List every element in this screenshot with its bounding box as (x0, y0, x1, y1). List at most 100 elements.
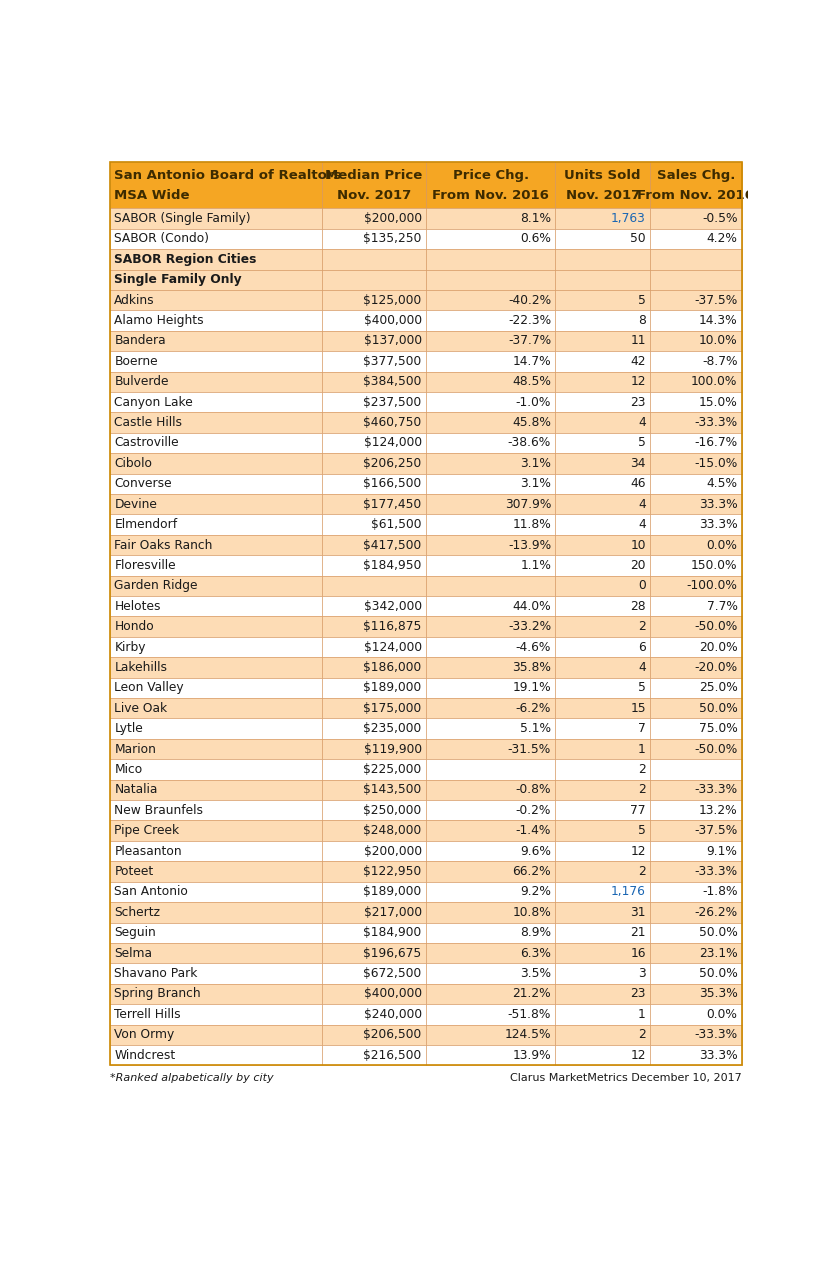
Text: -38.6%: -38.6% (508, 436, 551, 449)
Text: $240,000: $240,000 (363, 1008, 421, 1021)
Bar (555, 1004, 650, 1024)
Text: SABOR (Single Family): SABOR (Single Family) (115, 212, 251, 225)
Text: Units Sold: Units Sold (564, 170, 641, 183)
Text: 23.1%: 23.1% (699, 947, 737, 960)
Text: Lakehills: Lakehills (115, 662, 167, 674)
Text: Von Ormy: Von Ormy (115, 1028, 175, 1041)
Text: -31.5%: -31.5% (508, 743, 551, 755)
Bar (426, 759, 555, 780)
Bar (322, 162, 426, 208)
Bar (555, 637, 650, 658)
Bar (110, 372, 322, 393)
Bar (555, 269, 650, 290)
Bar (110, 780, 322, 801)
Text: 9.1%: 9.1% (706, 844, 737, 857)
Bar (110, 494, 322, 515)
Text: $225,000: $225,000 (363, 763, 421, 776)
Text: -26.2%: -26.2% (695, 906, 737, 919)
Text: 5: 5 (638, 824, 646, 837)
Bar (322, 1045, 426, 1066)
Text: 13.9%: 13.9% (513, 1049, 551, 1062)
Text: 46: 46 (631, 477, 646, 490)
Bar (555, 555, 650, 575)
Bar (650, 840, 742, 861)
Bar (555, 474, 650, 494)
Bar (322, 290, 426, 310)
Text: 2: 2 (638, 784, 646, 797)
Bar (110, 331, 322, 351)
Text: 3.1%: 3.1% (520, 457, 551, 470)
Bar (426, 637, 555, 658)
Text: New Braunfels: New Braunfels (115, 804, 204, 817)
Bar (322, 698, 426, 718)
Text: $184,950: $184,950 (363, 559, 421, 571)
Bar (650, 535, 742, 555)
Text: 21: 21 (631, 927, 646, 940)
Text: -1.8%: -1.8% (702, 885, 737, 898)
Bar (110, 983, 322, 1004)
Bar (110, 393, 322, 412)
Bar (426, 923, 555, 943)
Text: 77: 77 (631, 804, 646, 817)
Text: -33.3%: -33.3% (695, 865, 737, 878)
Text: 34: 34 (631, 457, 646, 470)
Text: Bandera: Bandera (115, 335, 166, 347)
Bar (322, 821, 426, 840)
Text: Poteet: Poteet (115, 865, 154, 878)
Text: 1,763: 1,763 (611, 212, 646, 225)
Text: $342,000: $342,000 (363, 600, 421, 613)
Text: -6.2%: -6.2% (516, 701, 551, 714)
Text: -4.6%: -4.6% (516, 641, 551, 654)
Bar (110, 1045, 322, 1066)
Text: $135,250: $135,250 (363, 233, 421, 246)
Bar (110, 923, 322, 943)
Text: 35.8%: 35.8% (512, 662, 551, 674)
Bar (555, 432, 650, 453)
Bar (110, 310, 322, 331)
Bar (650, 678, 742, 698)
Bar (110, 250, 322, 269)
Text: 4: 4 (638, 416, 646, 429)
Bar (426, 902, 555, 923)
Bar (426, 351, 555, 372)
Text: $400,000: $400,000 (363, 314, 421, 327)
Text: Canyon Lake: Canyon Lake (115, 395, 193, 409)
Bar (322, 575, 426, 596)
Bar (426, 250, 555, 269)
Text: 8: 8 (638, 314, 646, 327)
Text: 10: 10 (631, 538, 646, 552)
Text: Garden Ridge: Garden Ridge (115, 579, 198, 592)
Bar (650, 698, 742, 718)
Bar (322, 780, 426, 801)
Text: -50.0%: -50.0% (694, 620, 737, 633)
Text: 7: 7 (638, 722, 646, 735)
Text: $377,500: $377,500 (363, 355, 421, 368)
Bar (322, 923, 426, 943)
Bar (650, 1045, 742, 1066)
Text: $196,675: $196,675 (363, 947, 421, 960)
Text: -1.4%: -1.4% (516, 824, 551, 837)
Bar (650, 310, 742, 331)
Bar (555, 780, 650, 801)
Text: Natalia: Natalia (115, 784, 158, 797)
Bar (426, 964, 555, 983)
Text: $217,000: $217,000 (363, 906, 421, 919)
Bar (555, 943, 650, 964)
Text: 45.8%: 45.8% (512, 416, 551, 429)
Text: $175,000: $175,000 (363, 701, 421, 714)
Text: -0.5%: -0.5% (702, 212, 737, 225)
Text: San Antonio Board of Realtors: San Antonio Board of Realtors (115, 170, 342, 183)
Bar (650, 637, 742, 658)
Text: 14.3%: 14.3% (699, 314, 737, 327)
Bar (555, 1024, 650, 1045)
Text: 28: 28 (630, 600, 646, 613)
Bar (426, 943, 555, 964)
Text: $460,750: $460,750 (363, 416, 421, 429)
Text: 14.7%: 14.7% (513, 355, 551, 368)
Bar (555, 393, 650, 412)
Bar (426, 801, 555, 821)
Text: Converse: Converse (115, 477, 172, 490)
Text: 2: 2 (638, 763, 646, 776)
Text: 12: 12 (631, 844, 646, 857)
Text: $189,000: $189,000 (363, 681, 421, 695)
